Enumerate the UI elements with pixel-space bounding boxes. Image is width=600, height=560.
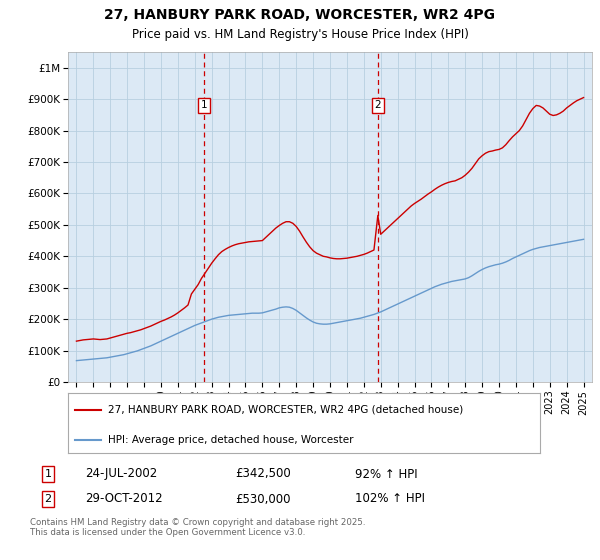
Text: Contains HM Land Registry data © Crown copyright and database right 2025.
This d: Contains HM Land Registry data © Crown c… [30,518,365,538]
Text: 29-OCT-2012: 29-OCT-2012 [85,492,163,506]
Text: Price paid vs. HM Land Registry's House Price Index (HPI): Price paid vs. HM Land Registry's House … [131,28,469,41]
Text: 2: 2 [44,494,52,504]
Text: 1: 1 [201,100,208,110]
Text: £530,000: £530,000 [235,492,290,506]
Text: 102% ↑ HPI: 102% ↑ HPI [355,492,425,506]
Text: HPI: Average price, detached house, Worcester: HPI: Average price, detached house, Worc… [108,435,353,445]
Text: 2: 2 [374,100,381,110]
Text: 27, HANBURY PARK ROAD, WORCESTER, WR2 4PG (detached house): 27, HANBURY PARK ROAD, WORCESTER, WR2 4P… [108,405,463,415]
Text: 1: 1 [44,469,52,479]
Text: 27, HANBURY PARK ROAD, WORCESTER, WR2 4PG: 27, HANBURY PARK ROAD, WORCESTER, WR2 4P… [104,8,496,22]
Text: 24-JUL-2002: 24-JUL-2002 [85,468,157,480]
Text: £342,500: £342,500 [235,468,291,480]
Text: 92% ↑ HPI: 92% ↑ HPI [355,468,418,480]
